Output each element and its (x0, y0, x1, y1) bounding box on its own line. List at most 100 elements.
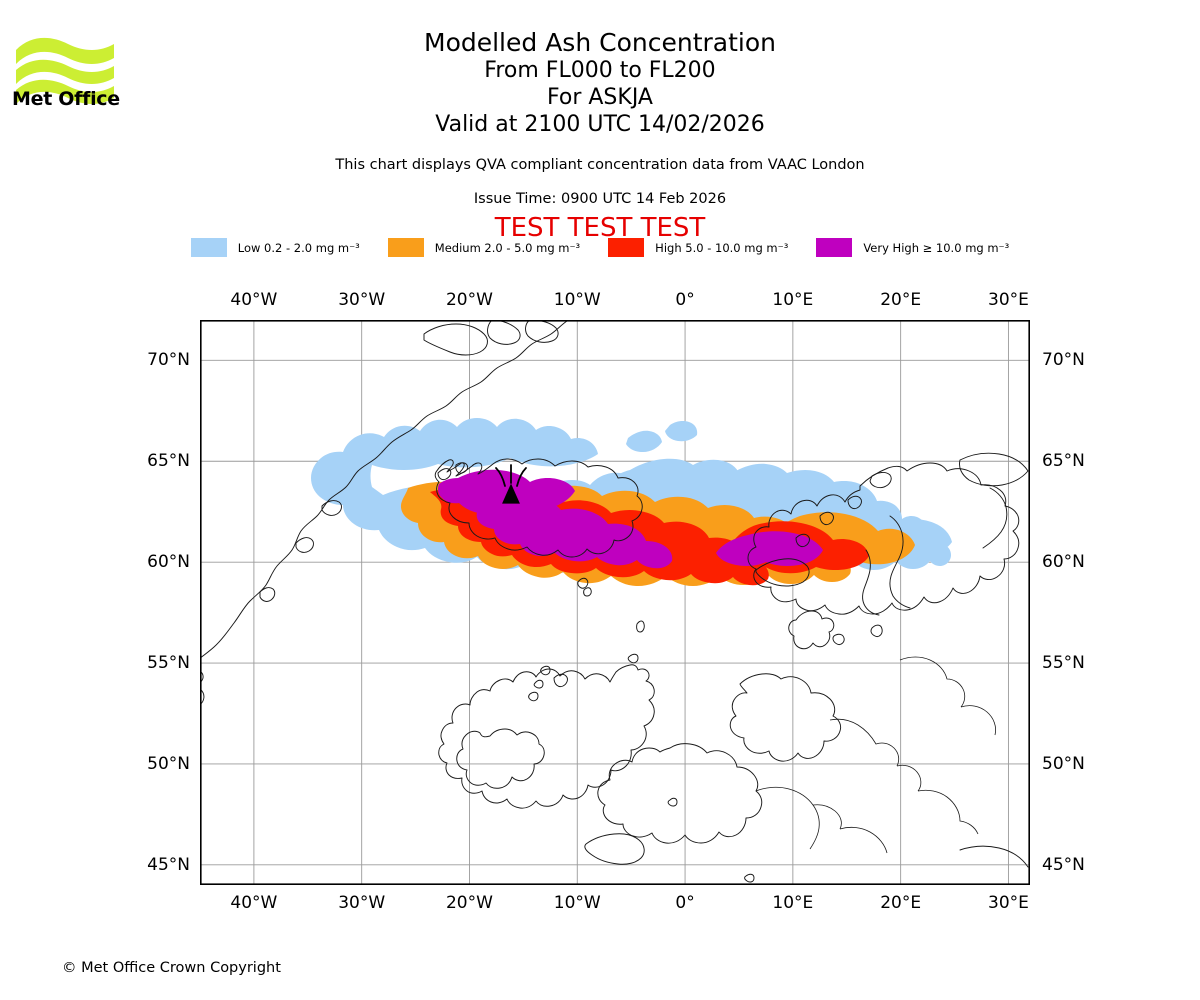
coastline-gulf-of-bothnia (889, 515, 911, 609)
coastline-island-small-1 (667, 797, 678, 807)
lat-tick-label-right: 50°N (1042, 753, 1085, 774)
legend-label-high: High 5.0 - 10.0 mg m⁻³ (655, 240, 789, 255)
legend-item-high: High 5.0 - 10.0 mg m⁻³ (608, 238, 788, 257)
lat-tick-label-right: 55°N (1042, 653, 1085, 674)
page-title: Modelled Ash Concentration From FL000 to… (0, 28, 1200, 138)
border-eastern-europe (917, 789, 979, 835)
lon-tick-label-top: 40°W (230, 290, 278, 310)
coastline-shetland (636, 620, 645, 633)
lon-tick-label-top: 30°E (988, 290, 1029, 310)
coastline-great-britain (438, 664, 655, 809)
title-line-3: For ASKJA (547, 85, 653, 110)
plume-low-fragment-1 (626, 430, 662, 452)
legend-swatch-low (190, 238, 227, 257)
ash-concentration-map: 40°W 40°W 30°W 30°W 20°W 20°W 10°W 10°W 0° 0° 10°E… (147, 290, 1085, 913)
coastline-island-small-2 (744, 873, 755, 883)
coastline-jan-mayen (423, 323, 488, 356)
coastline-denmark (788, 610, 835, 650)
coastline-greenland-detail-4 (200, 670, 204, 683)
volcano-marker-askja (495, 464, 527, 504)
coastline-arctic-island-2 (525, 320, 559, 343)
legend-item-low: Low 0.2 - 2.0 mg m⁻³ (190, 238, 360, 257)
coastline-ireland (456, 728, 545, 789)
coastline-greenland (200, 320, 568, 659)
lon-tick-label-bottom: 20°W (445, 893, 493, 913)
coastlines (200, 320, 1029, 883)
coastline-iberia-north (584, 833, 645, 865)
title-line-2: From FL000 to FL200 (484, 58, 716, 83)
coastline-norway-fjords-2 (819, 511, 834, 526)
title-line-4: Valid at 2100 UTC 14/02/2026 (435, 112, 765, 137)
coastline-france (597, 743, 763, 844)
lat-tick-label-left: 65°N (147, 451, 190, 472)
border-balkans (839, 826, 888, 854)
coastline-hebrides-1 (540, 665, 551, 676)
coastline-scotland-west (553, 673, 568, 688)
coastline-greenland-detail-3 (321, 500, 342, 516)
lat-tick-label-left: 60°N (147, 552, 190, 573)
lon-tick-label-bottom: 30°E (988, 893, 1029, 913)
lon-tick-label-bottom: 10°E (772, 893, 814, 913)
coastline-norway-fjords-3 (795, 533, 810, 548)
logo-waves (16, 37, 114, 104)
coastline-faroe-2 (583, 587, 592, 597)
lon-tick-label-bottom: 10°W (553, 893, 601, 913)
legend-swatch-very-high (816, 238, 853, 257)
met-office-logo (16, 37, 114, 104)
coastline-iceland-fjord-2 (455, 462, 469, 474)
qva-note: This chart displays QVA compliant concen… (335, 157, 865, 173)
legend-label-low: Low 0.2 - 2.0 mg m⁻³ (237, 240, 360, 255)
legend-item-very-high: Very High ≥ 10.0 mg m⁻³ (816, 238, 1009, 257)
coastline-white-sea (982, 487, 1008, 549)
map-background (200, 320, 1030, 885)
legend-swatch-medium (387, 238, 424, 257)
lon-tick-label-bottom: 40°W (230, 893, 278, 913)
lon-tick-label-top: 20°E (880, 290, 922, 310)
border-poland-east (896, 764, 922, 792)
map-gridlines (200, 320, 1030, 885)
lon-tick-label-bottom: 0° (675, 893, 695, 913)
coastline-hebrides-2 (533, 679, 544, 689)
legend-label-medium: Medium 2.0 - 5.0 mg m⁻³ (434, 240, 581, 255)
lat-tick-label-left: 55°N (147, 653, 190, 674)
test-banner: TEST TEST TEST (494, 213, 706, 243)
coastline-arctic-island-1 (487, 320, 521, 345)
border-italy-north (809, 804, 820, 850)
logo-wordmark: Met Office (12, 88, 120, 110)
ash-plume (311, 418, 952, 586)
plume-very-high-iceland-core (438, 469, 575, 515)
lat-tick-label-left: 70°N (147, 350, 190, 371)
border-germany-poland (829, 718, 900, 767)
concentration-legend: Low 0.2 - 2.0 mg m⁻³ Medium 2.0 - 5.0 mg… (0, 238, 1200, 257)
lon-tick-label-top: 20°W (445, 290, 493, 310)
lat-tick-label-left: 50°N (147, 753, 190, 774)
coastline-orkney (627, 653, 639, 664)
coastline-gotland (870, 624, 883, 637)
plume-low-fragment-2 (665, 421, 698, 442)
coastline-low-countries (729, 673, 842, 762)
lon-tick-label-top: 30°W (338, 290, 386, 310)
copyright-notice: © Met Office Crown Copyright (62, 960, 281, 976)
coastline-scandinavia (747, 462, 1020, 615)
coastline-faroe-islands (577, 577, 589, 589)
border-russia-west (960, 705, 996, 736)
coastline-norway-south (755, 558, 810, 587)
coastline-greenland-detail-1 (259, 587, 276, 602)
map-frame (200, 320, 1030, 885)
lat-tick-label-right: 70°N (1042, 350, 1085, 371)
lat-tick-label-left: 45°N (147, 854, 190, 875)
coastline-denmark-islands (832, 633, 845, 645)
lat-tick-label-right: 65°N (1042, 451, 1085, 472)
coastline-black-sea-north (959, 845, 1029, 868)
coastline-norway-fjords-1 (847, 495, 862, 510)
coastline-lofoten (869, 472, 892, 489)
legend-item-medium: Medium 2.0 - 5.0 mg m⁻³ (387, 238, 581, 257)
coastline-baltic-sweden-east (862, 549, 880, 616)
lon-tick-label-bottom: 20°E (880, 893, 922, 913)
coastline-kola-peninsula (959, 452, 1029, 487)
lat-tick-label-right: 60°N (1042, 552, 1085, 573)
coastline-hebrides-3 (528, 691, 539, 702)
coastline-iceland-nw-fjords (437, 468, 452, 481)
legend-label-very-high: Very High ≥ 10.0 mg m⁻³ (863, 240, 1010, 255)
lon-tick-label-top: 10°W (553, 290, 601, 310)
